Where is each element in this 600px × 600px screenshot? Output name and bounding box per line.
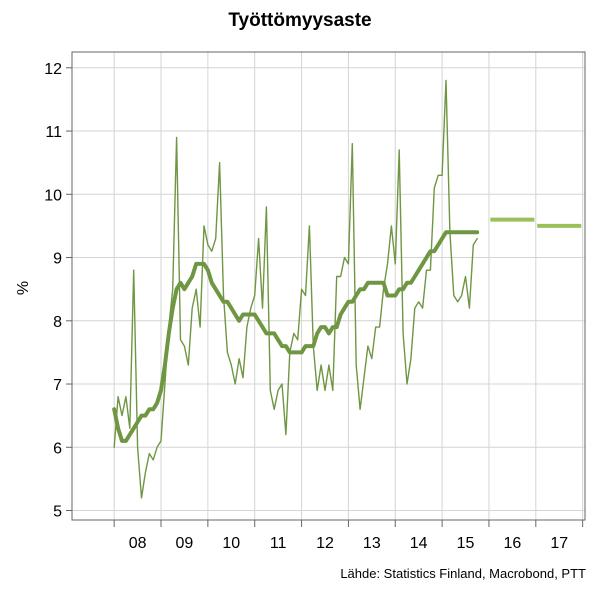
series-layer: [112, 79, 582, 499]
grid: [72, 52, 585, 520]
y-tick-label: 11: [45, 124, 62, 141]
x-tick-label: 10: [222, 535, 240, 552]
y-axis-label: %: [15, 281, 32, 295]
y-tick-label: 12: [44, 61, 62, 78]
x-tick-label: 12: [316, 535, 334, 552]
x-tick-label: 14: [410, 535, 428, 552]
x-tick-label: 13: [363, 535, 381, 552]
y-tick-label: 6: [53, 440, 62, 457]
x-tick-label: 09: [176, 535, 194, 552]
x-tick-label: 17: [550, 535, 568, 552]
y-tick-label: 10: [44, 187, 62, 204]
axes: 5 6 7 8 9 10 11 12 08 09 10 11 12 13 14 15 16 17: [44, 51, 586, 552]
source-note: Lähde: Statistics Finland, Macrobond, PT…: [340, 566, 586, 581]
x-tick-label: 08: [129, 535, 147, 552]
x-tick-label: 11: [270, 535, 287, 552]
trend-line: [112, 230, 480, 443]
y-tick-label: 9: [53, 251, 62, 268]
y-tick-label: 8: [53, 314, 62, 331]
y-tick-label: 7: [53, 377, 62, 394]
x-tick-label: 15: [457, 535, 475, 552]
chart-title: Työttömyysaste: [228, 10, 372, 31]
y-tick-label: 5: [53, 504, 62, 521]
monthly-line: [113, 79, 478, 499]
x-tick-label: 16: [503, 535, 521, 552]
plot-frame: [71, 51, 586, 521]
